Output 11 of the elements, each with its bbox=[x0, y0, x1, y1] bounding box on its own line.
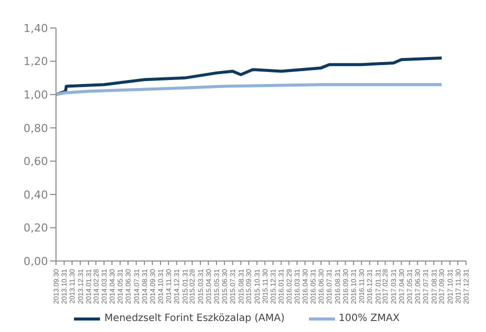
y-tick-label: 0,40 bbox=[24, 188, 48, 202]
legend-label: 100% ZMAX bbox=[338, 313, 400, 324]
y-tick-label: 0,20 bbox=[24, 222, 48, 235]
y-tick-label: 1,20 bbox=[24, 55, 48, 68]
y-tick-label: 1,00 bbox=[24, 88, 48, 102]
y-tick-label: 0,60 bbox=[24, 155, 48, 168]
y-tick-label: 1,40 bbox=[24, 22, 48, 35]
legend-label: Menedzselt Forint Eszközalap (AMA) bbox=[103, 313, 285, 324]
y-tick-label: 0,00 bbox=[24, 254, 48, 268]
line-series bbox=[56, 83, 444, 96]
y-tick-label: 0,80 bbox=[24, 122, 48, 135]
